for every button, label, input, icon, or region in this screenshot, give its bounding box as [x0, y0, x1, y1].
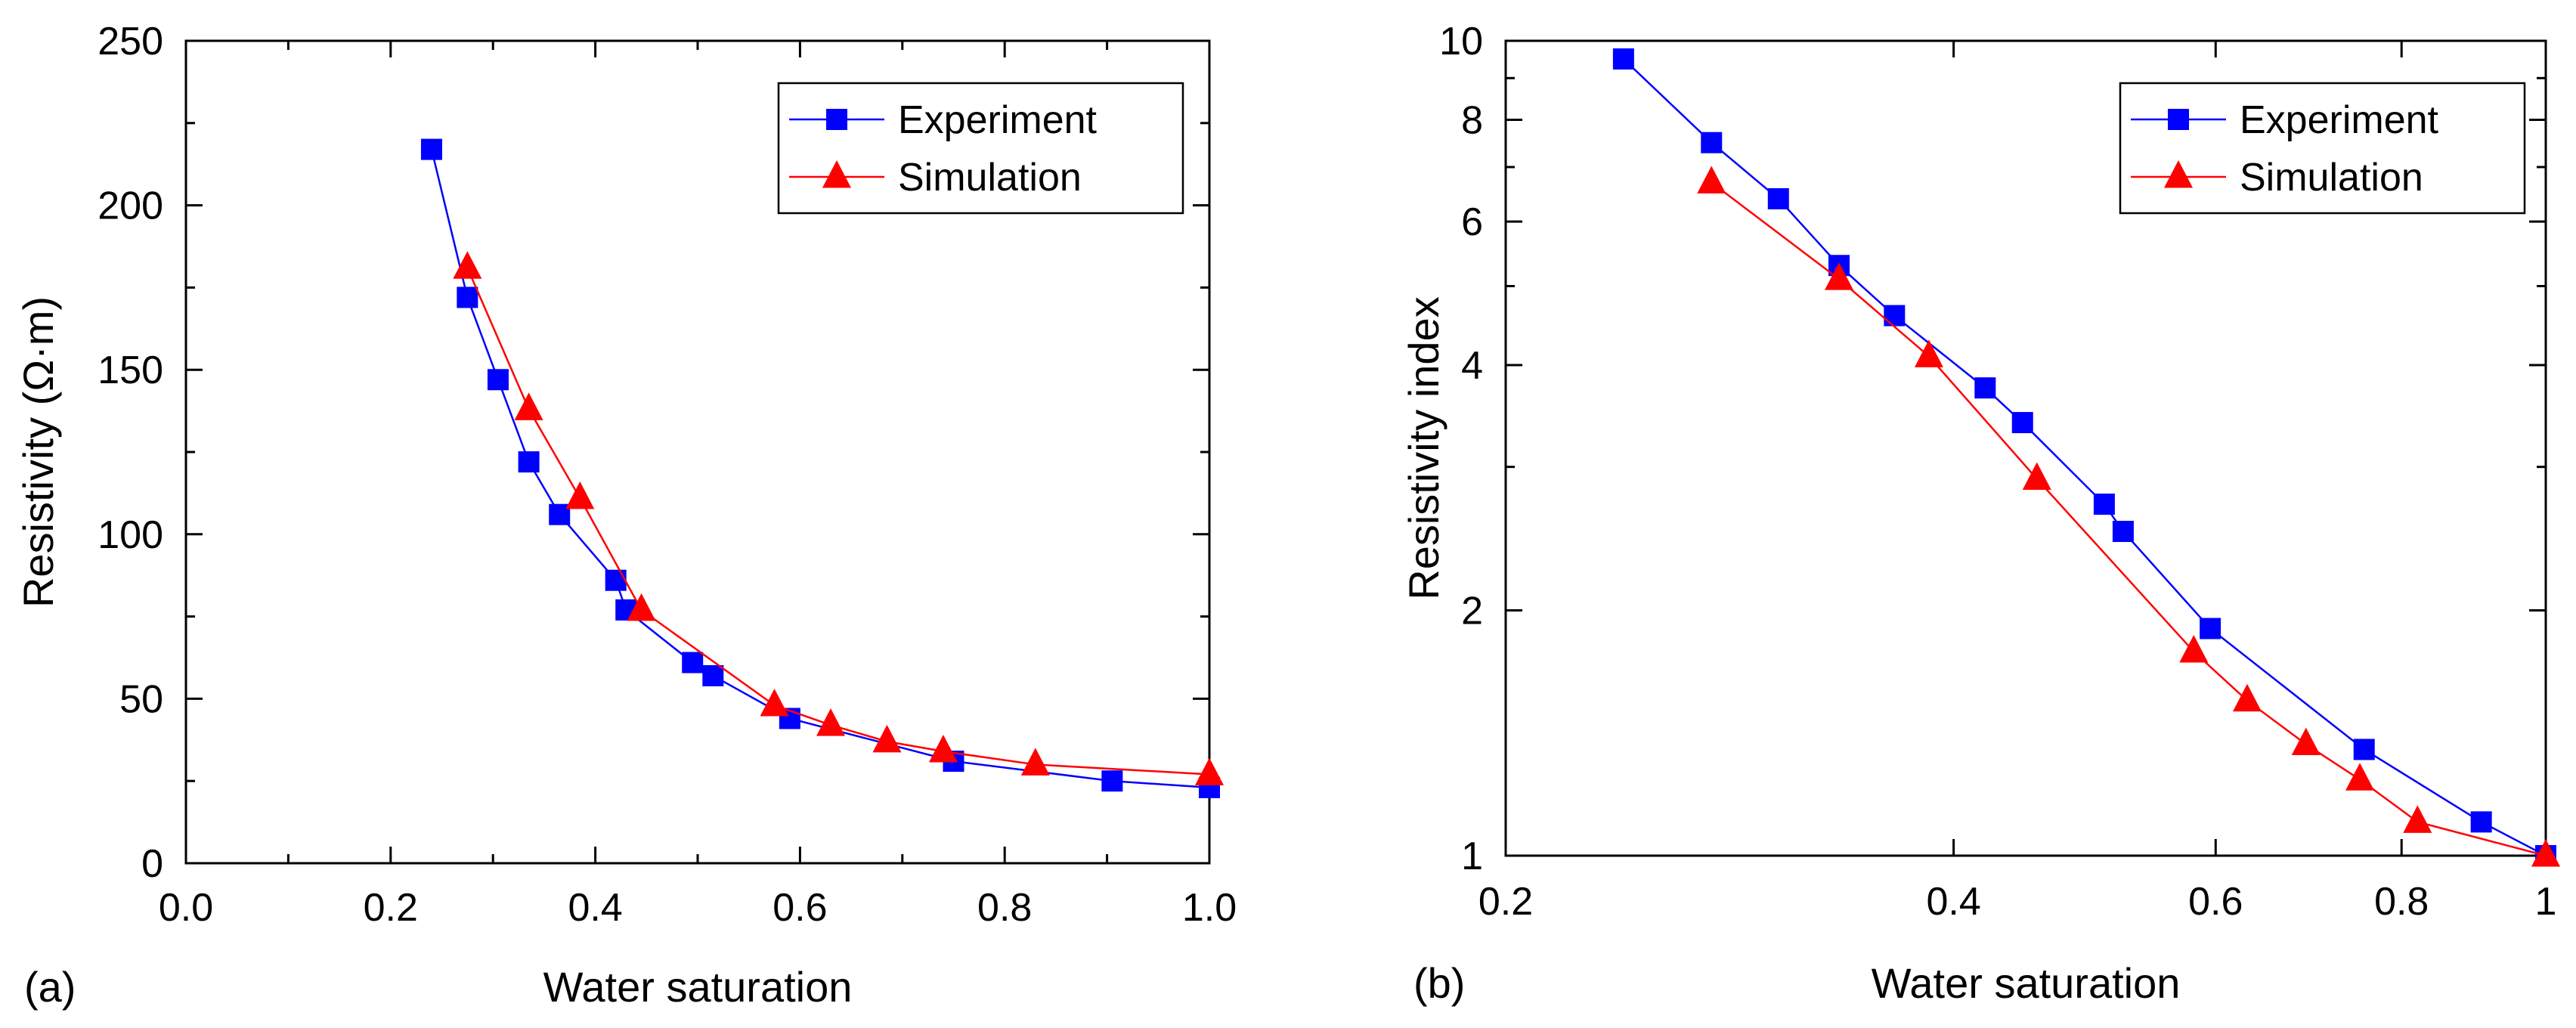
simulation-point-1: [1824, 262, 1853, 290]
y-tick-label: 200: [98, 184, 163, 228]
y-axis-label: Resistivity (Ω·m): [14, 296, 62, 608]
y-axis-label: Resistivity index: [1400, 296, 1447, 599]
simulation-point-5: [2232, 683, 2262, 712]
experiment-point-4: [1884, 305, 1906, 327]
simulation-point-0: [453, 251, 482, 279]
experiment-point-6: [2011, 412, 2033, 434]
experiment-point-0: [420, 138, 442, 160]
y-tick-label: 2: [1461, 589, 1483, 633]
legend: Experiment Simulation: [2119, 82, 2526, 215]
experiment-point-2: [487, 369, 509, 391]
legend-marker-experiment-point-0: [826, 109, 847, 130]
x-tick-label: 0.4: [568, 886, 622, 930]
experiment-point-1: [457, 286, 478, 308]
x-tick-label: 0.0: [159, 886, 213, 930]
simulation-point-7: [2345, 763, 2375, 791]
plot-frame: [1504, 39, 2547, 857]
experiment-point-11: [1101, 770, 1123, 792]
simulation-point-9: [2531, 838, 2560, 867]
legend-marker-simulation-point-0: [2164, 159, 2193, 188]
experiment-point-7: [682, 652, 704, 673]
experiment-point-2: [1767, 187, 1789, 209]
series-simulation: [1697, 166, 2560, 867]
simulation-point-3: [2022, 462, 2051, 490]
experiment-line: [430, 149, 1210, 789]
simulation-point-2: [1914, 339, 1943, 367]
experiment-point-10: [2353, 738, 2375, 760]
experiment-point-3: [518, 451, 540, 473]
legend-box: [2119, 82, 2526, 215]
series-simulation: [453, 251, 1224, 785]
y-tick-label: 100: [98, 513, 163, 557]
simulation-point-4: [2179, 635, 2209, 663]
y-tick-label: 8: [1461, 98, 1483, 142]
x-tick-label: 0.8: [2374, 880, 2429, 924]
chart-panel-0: 0.0 0.2 0.4 0.6 0.8 1.0 0 50 100 150 200 250 Water s…: [14, 20, 1237, 1011]
x-tick-label: 0.8: [977, 886, 1032, 930]
y-tick-label: 4: [1461, 344, 1483, 388]
legend-label-experiment: Experiment: [2240, 98, 2439, 142]
simulation-point-3: [627, 593, 656, 621]
x-tick-label: 0.6: [772, 886, 827, 930]
x-tick-label: 0.6: [2188, 880, 2243, 924]
simulation-point-7: [928, 734, 958, 763]
simulation-point-5: [816, 708, 846, 736]
legend-marker-experiment-point-0: [2168, 109, 2189, 130]
legend-label-simulation: Simulation: [898, 156, 1082, 200]
series-experiment: [420, 138, 1220, 798]
legend-label-simulation: Simulation: [2240, 156, 2423, 200]
experiment-point-7: [2093, 493, 2115, 515]
y-tick-label: 1: [1461, 834, 1483, 878]
experiment-point-8: [702, 664, 724, 686]
experiment-point-11: [2470, 811, 2492, 833]
y-tick-label: 250: [98, 20, 163, 63]
y-tick-label: 10: [1439, 20, 1483, 63]
simulation-point-8: [1020, 748, 1050, 776]
simulation-point-8: [2403, 805, 2432, 833]
simulation-point-4: [760, 689, 789, 717]
simulation-point-9: [1195, 757, 1224, 785]
y-tick-label: 0: [141, 842, 163, 886]
experiment-point-9: [2200, 618, 2221, 639]
simulation-point-0: [1697, 166, 1726, 194]
legend-box: [777, 82, 1184, 215]
simulation-line: [466, 267, 1210, 776]
experiment-point-1: [1701, 132, 1723, 153]
x-axis-label: Water saturation: [1872, 959, 2181, 1007]
y-tick-label: 6: [1461, 200, 1483, 244]
chart-panel-1: 0.2 0.4 0.6 0.8 1 1 2 4 6 8 10 Water saturation Resi…: [1400, 20, 2560, 1007]
simulation-point-6: [2291, 727, 2321, 756]
experiment-point-5: [605, 569, 627, 591]
experiment-point-8: [2112, 521, 2134, 543]
y-tick-label: 150: [98, 348, 163, 392]
x-tick-label: 0.2: [364, 886, 418, 930]
experiment-point-0: [1612, 48, 1634, 70]
y-tick-label: 50: [119, 677, 163, 721]
legend-label-experiment: Experiment: [898, 98, 1098, 142]
x-tick-label: 0.2: [1478, 880, 1533, 924]
x-tick-label: 1.0: [1182, 886, 1237, 930]
x-axis-label: Water saturation: [543, 963, 853, 1011]
simulation-point-2: [565, 481, 595, 509]
simulation-point-6: [872, 724, 902, 753]
simulation-point-1: [514, 392, 543, 420]
x-tick-label: 0.4: [1926, 880, 1980, 924]
legend: Experiment Simulation: [777, 82, 1184, 215]
panel-label: (a): [24, 963, 76, 1011]
simulation-line: [1711, 181, 2547, 857]
x-tick-label: 1: [2535, 880, 2557, 924]
panel-label: (b): [1413, 959, 1465, 1007]
legend-marker-simulation-point-0: [822, 159, 851, 188]
experiment-point-5: [1974, 377, 1996, 399]
